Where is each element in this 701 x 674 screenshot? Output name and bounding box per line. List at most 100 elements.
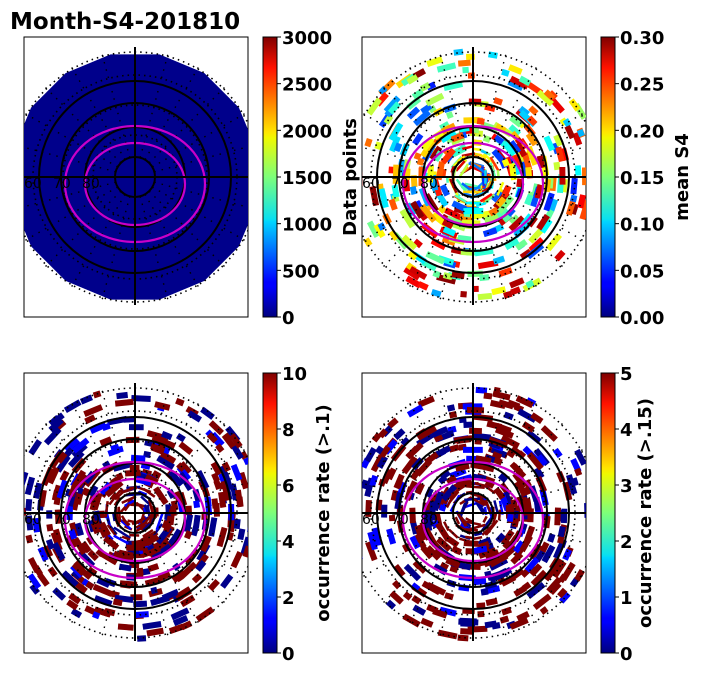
data-segment <box>195 606 215 623</box>
data-segment <box>84 605 96 615</box>
data-segment <box>366 220 380 238</box>
data-segment <box>484 620 497 629</box>
data-segment <box>526 581 546 599</box>
data-segment <box>576 128 585 138</box>
data-segment <box>373 223 386 239</box>
data-segment <box>364 137 373 148</box>
data-segment <box>510 286 521 296</box>
latitude-label: 60 <box>24 512 42 528</box>
data-segment <box>24 471 29 486</box>
data-segment <box>43 544 54 558</box>
data-segment <box>564 125 576 140</box>
data-segment <box>14 546 19 560</box>
data-segment <box>475 386 488 394</box>
data-segment <box>454 194 467 203</box>
data-segment <box>220 480 232 502</box>
data-segment <box>568 98 581 112</box>
data-segment <box>402 613 421 628</box>
data-segment <box>365 541 378 562</box>
data-segment <box>439 184 451 197</box>
data-segment <box>458 163 470 179</box>
data-segment <box>401 542 411 553</box>
data-segment <box>431 426 449 438</box>
data-segment <box>231 444 244 460</box>
data-segment <box>446 430 455 438</box>
data-segment <box>80 540 92 554</box>
data-segment <box>38 489 47 507</box>
colorbar-tick-label: 0 <box>620 644 633 665</box>
data-segment <box>498 267 513 278</box>
data-segment <box>354 509 355 526</box>
data-segment <box>27 573 42 590</box>
data-segment <box>456 513 467 527</box>
data-segment <box>461 182 471 191</box>
data-segment <box>476 501 486 513</box>
data-segment <box>93 595 113 607</box>
data-segment <box>68 592 82 605</box>
data-segment <box>184 530 193 540</box>
data-segment <box>92 611 101 620</box>
data-segment <box>469 186 481 191</box>
data-segment <box>465 517 474 524</box>
data-segment <box>480 588 489 596</box>
data-segment <box>525 167 532 177</box>
data-segment <box>546 576 563 594</box>
data-segment <box>543 89 556 101</box>
data-segment <box>524 556 540 573</box>
data-segment <box>71 437 90 454</box>
data-segment <box>412 238 423 249</box>
data-segment <box>391 184 400 198</box>
data-segment <box>213 479 222 490</box>
data-segment <box>547 533 556 543</box>
data-segment <box>482 227 498 238</box>
data-segment <box>461 519 482 526</box>
data-segment <box>425 251 445 265</box>
data-segment <box>29 583 40 595</box>
data-segment <box>504 237 520 251</box>
data-segment <box>61 570 79 588</box>
data-segment <box>553 161 561 171</box>
data-segment <box>393 563 406 578</box>
colorbar-label: occurrence rate (>.15) <box>635 398 656 628</box>
data-segment <box>476 602 486 610</box>
data-segment <box>521 581 532 592</box>
data-segment <box>369 185 380 207</box>
data-segment <box>193 514 201 528</box>
data-segment <box>553 134 564 147</box>
data-segment <box>450 246 464 255</box>
data-segment <box>389 135 401 153</box>
data-segment <box>256 527 258 540</box>
data-segment <box>574 467 583 477</box>
data-segment <box>371 432 382 443</box>
data-segment <box>242 545 248 558</box>
data-segment <box>501 184 512 198</box>
data-segment <box>495 532 506 544</box>
data-segment <box>89 422 107 434</box>
data-segment <box>99 436 113 447</box>
data-segment <box>165 515 174 526</box>
data-segment <box>83 404 104 417</box>
data-segment <box>543 135 556 152</box>
data-segment <box>439 121 451 131</box>
data-segment <box>179 561 198 579</box>
data-segment <box>484 479 496 489</box>
data-segment <box>113 496 121 506</box>
data-segment <box>175 433 186 443</box>
data-segment <box>121 518 130 527</box>
data-segment <box>405 275 422 289</box>
data-segment <box>519 534 533 553</box>
data-segment <box>464 182 478 188</box>
data-segment <box>467 625 488 633</box>
data-segment <box>515 142 528 158</box>
data-segment <box>170 500 179 511</box>
data-segment <box>437 204 447 214</box>
data-segment <box>156 455 175 470</box>
data-segment <box>477 292 493 301</box>
data-segment <box>106 524 117 537</box>
data-segment <box>493 97 503 106</box>
data-segment <box>120 487 134 494</box>
latitude-label: 60 <box>362 512 380 528</box>
data-segment <box>148 511 155 524</box>
data-segment <box>362 479 369 490</box>
data-segment <box>534 184 544 199</box>
